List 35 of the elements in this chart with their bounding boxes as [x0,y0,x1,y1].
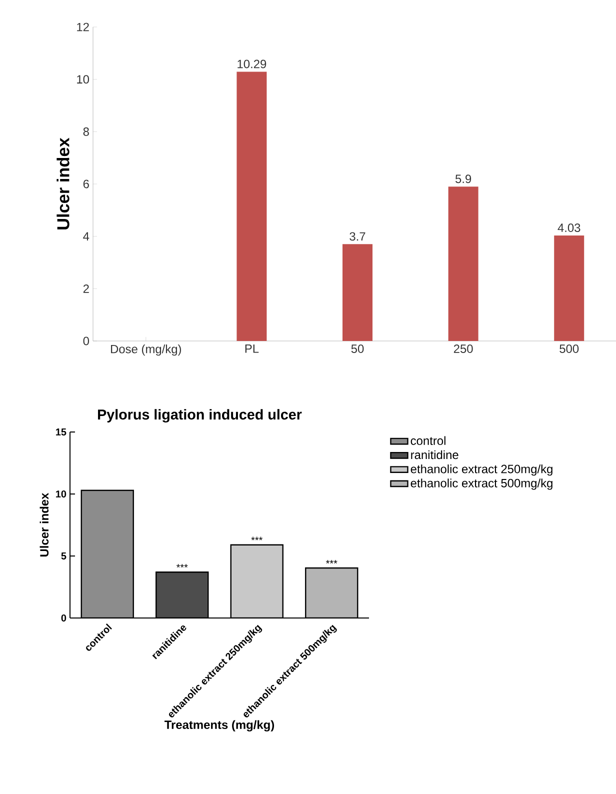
annotation: *** [251,536,263,540]
bar [554,236,584,341]
y-axis-title: Ulcer index [56,138,70,230]
data-label: 5.9 [455,174,472,184]
x-tick-label: 50 [351,344,364,353]
data-label: 10.29 [238,60,266,68]
x-tick-label: 250 [454,344,473,353]
annotation: *** [326,560,338,564]
data-label: 4.03 [558,224,580,232]
data-label: 3.7 [350,232,366,241]
legend-label: ethanolic extract 500mg/kg [410,478,552,490]
legend-label: ethanolic extract 250mg/kg [410,464,552,476]
y-tick-label: 0 [61,614,66,622]
y-axis-title: Ulcer index [40,492,49,557]
y-tick-label: 5 [61,552,66,560]
x-axis-title: Treatments (mg/kg) [164,720,274,732]
chart-title: Pylorus ligation induced ulcer [98,409,302,423]
y-tick-label: 0 [83,336,90,346]
y-tick-label: 4 [83,232,90,240]
x-tick-label: 500 [560,344,579,353]
y-tick-label: 10 [56,490,66,498]
annotation: *** [176,564,188,568]
y-tick-label: 10 [77,75,90,84]
bar [236,72,267,341]
y-tick-label: 8 [83,127,89,136]
x-tick-label: PL [245,344,259,353]
bar [448,186,478,341]
y-tick-label: 15 [56,428,66,436]
y-tick-label: 2 [83,284,89,293]
legend-label: ranitidine [411,450,458,460]
y-tick-label: 6 [83,180,89,188]
legend-label: control [410,436,446,445]
y-tick-label: 12 [77,22,89,32]
bar [342,244,373,341]
x-tick-label: Dose (mg/kg) [111,344,182,356]
